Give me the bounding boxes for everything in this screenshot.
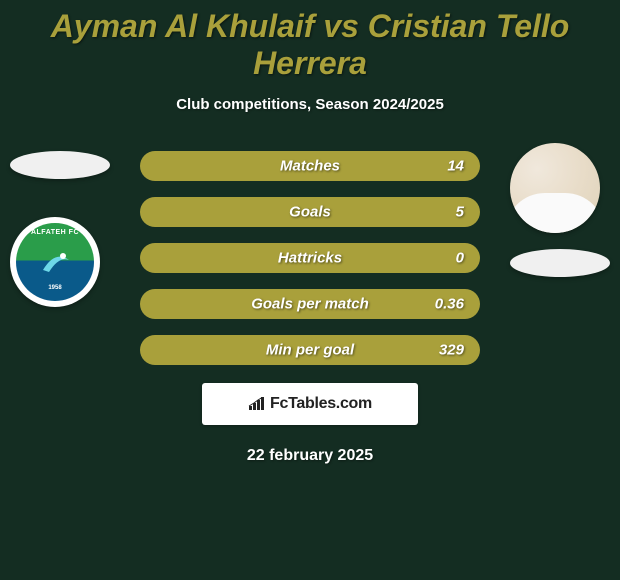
- left-club-badge: ALFATEH FC 1958: [10, 217, 100, 307]
- club-logo-year: 1958: [48, 285, 61, 291]
- branding-badge: FcTables.com: [202, 383, 418, 425]
- stat-label: Min per goal: [266, 342, 354, 359]
- stat-value: 329: [439, 342, 464, 359]
- stat-row: Goals 5: [140, 197, 480, 227]
- stat-label: Matches: [280, 158, 340, 175]
- stats-area: ALFATEH FC 1958 Matches 14 Goals 5 Hattricks…: [0, 151, 620, 365]
- right-player-avatar: [510, 143, 600, 233]
- stat-row: Min per goal 329: [140, 335, 480, 365]
- club-logo-swoosh-icon: [35, 242, 75, 282]
- left-player-column: ALFATEH FC 1958: [10, 151, 110, 307]
- stat-row: Hattricks 0: [140, 243, 480, 273]
- date-text: 22 february 2025: [0, 447, 620, 465]
- page-title: Ayman Al Khulaif vs Cristian Tello Herre…: [0, 0, 620, 82]
- club-logo-inner: ALFATEH FC 1958: [16, 223, 94, 301]
- subtitle: Club competitions, Season 2024/2025: [0, 96, 620, 113]
- stat-value: 0: [456, 250, 464, 267]
- stat-row: Matches 14: [140, 151, 480, 181]
- right-flag-ellipse: [510, 249, 610, 277]
- left-flag-ellipse: [10, 151, 110, 179]
- stat-label: Hattricks: [278, 250, 342, 267]
- stat-row: Goals per match 0.36: [140, 289, 480, 319]
- stat-value: 0.36: [435, 296, 464, 313]
- stat-value: 14: [447, 158, 464, 175]
- stat-label: Goals: [289, 204, 331, 221]
- brand-text: FcTables.com: [270, 395, 372, 413]
- club-logo-text: ALFATEH FC: [31, 229, 79, 236]
- stat-label: Goals per match: [251, 296, 369, 313]
- bar-chart-icon: [248, 397, 266, 411]
- stat-value: 5: [456, 204, 464, 221]
- comparison-card: Ayman Al Khulaif vs Cristian Tello Herre…: [0, 0, 620, 580]
- avatar-jersey: [510, 193, 600, 233]
- right-player-column: [510, 151, 610, 277]
